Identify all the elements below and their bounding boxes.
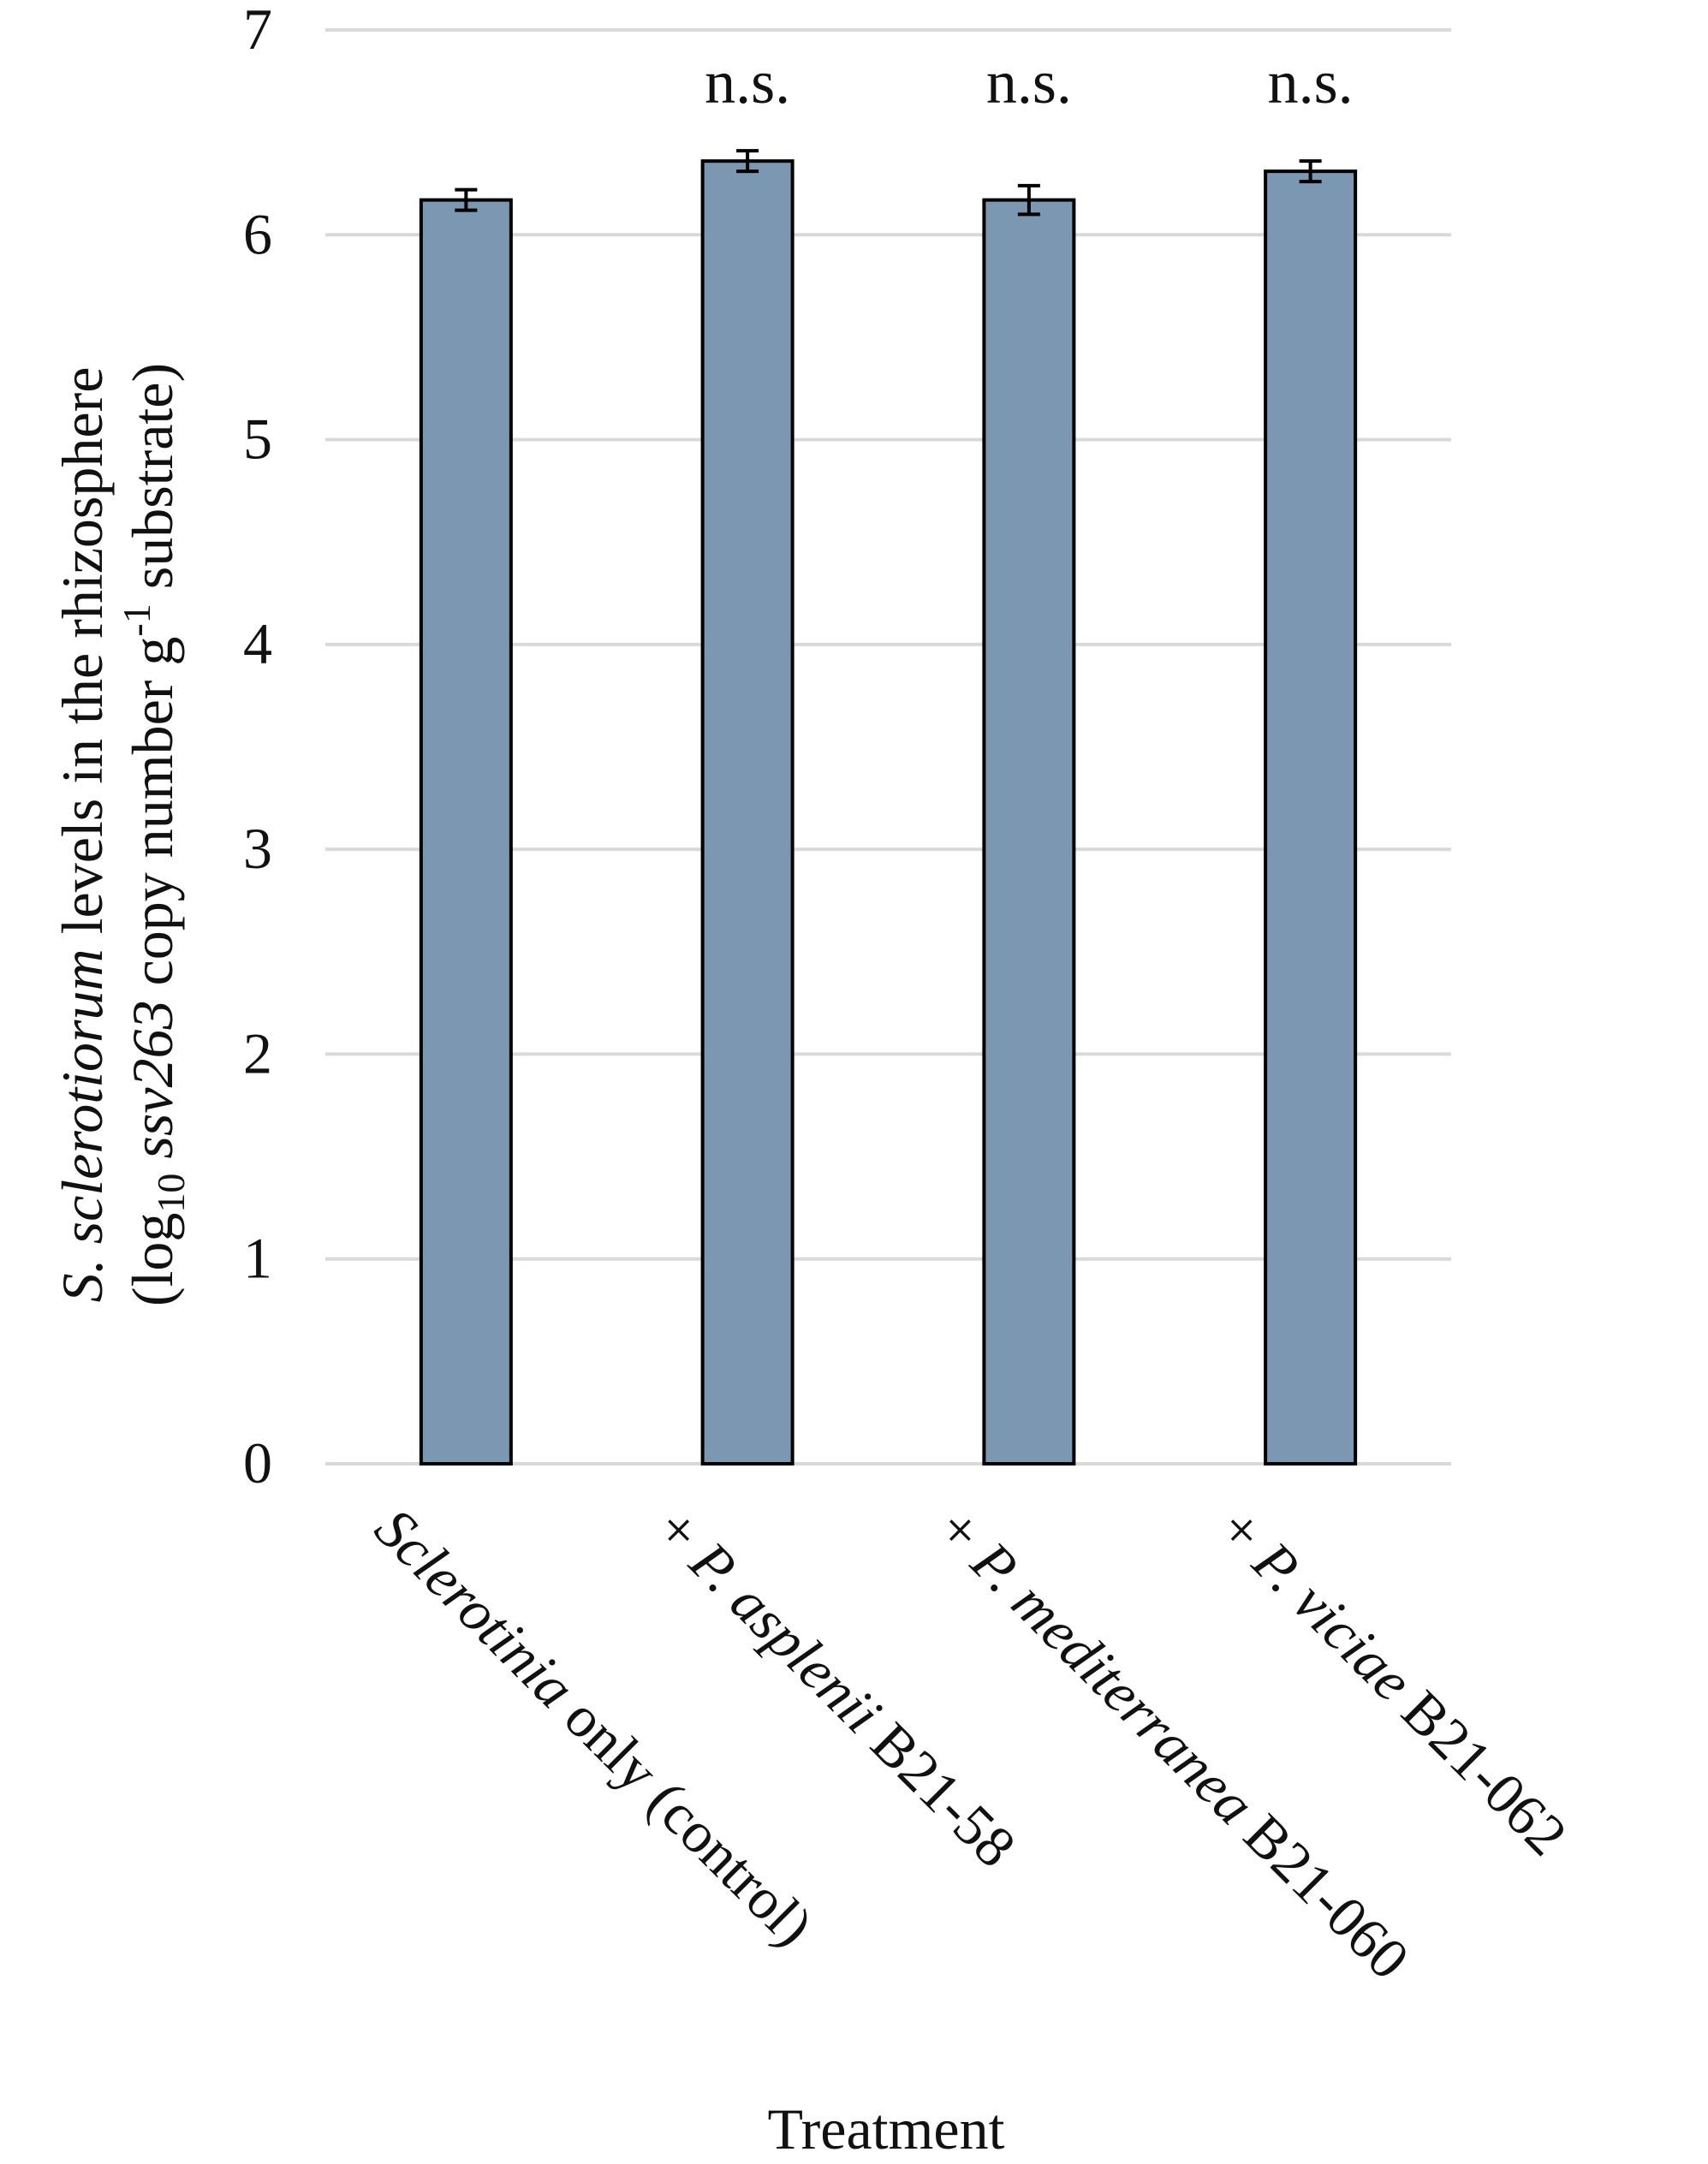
bar [700,159,794,1466]
bar [1264,169,1358,1465]
y-tick-label: 1 [243,1226,272,1291]
y-axis-title: S. sclerotiorum levels in the rhizospher… [50,363,193,1306]
significance-label: n.s. [1268,48,1354,116]
significance-labels: n.s. n.s. n.s. [705,48,1354,116]
y-tick-label: 7 [243,0,272,62]
y-tick-label: 6 [243,201,272,266]
y-tick-label: 0 [243,1430,272,1495]
significance-label: n.s. [986,48,1072,116]
x-tick-label: + P. mediterranea B21-060 [925,1495,1421,1991]
x-axis-title: Treatment [767,2096,1004,2161]
significance-label: n.s. [705,48,790,116]
y-tick-label: 5 [243,407,272,472]
x-axis-category-labels: Sclerotinia only (control)+ P. asplenii … [363,1495,1580,1991]
bars [419,159,1358,1466]
bar [419,198,513,1465]
y-tick-label: 4 [243,611,272,676]
y-axis-ticks: 0 1 2 3 4 5 6 7 [243,0,272,1495]
error-bars [455,149,1322,217]
bar [982,198,1076,1465]
y-tick-label: 2 [243,1020,272,1085]
y-tick-label: 3 [243,816,272,881]
gridlines [325,28,1451,1465]
